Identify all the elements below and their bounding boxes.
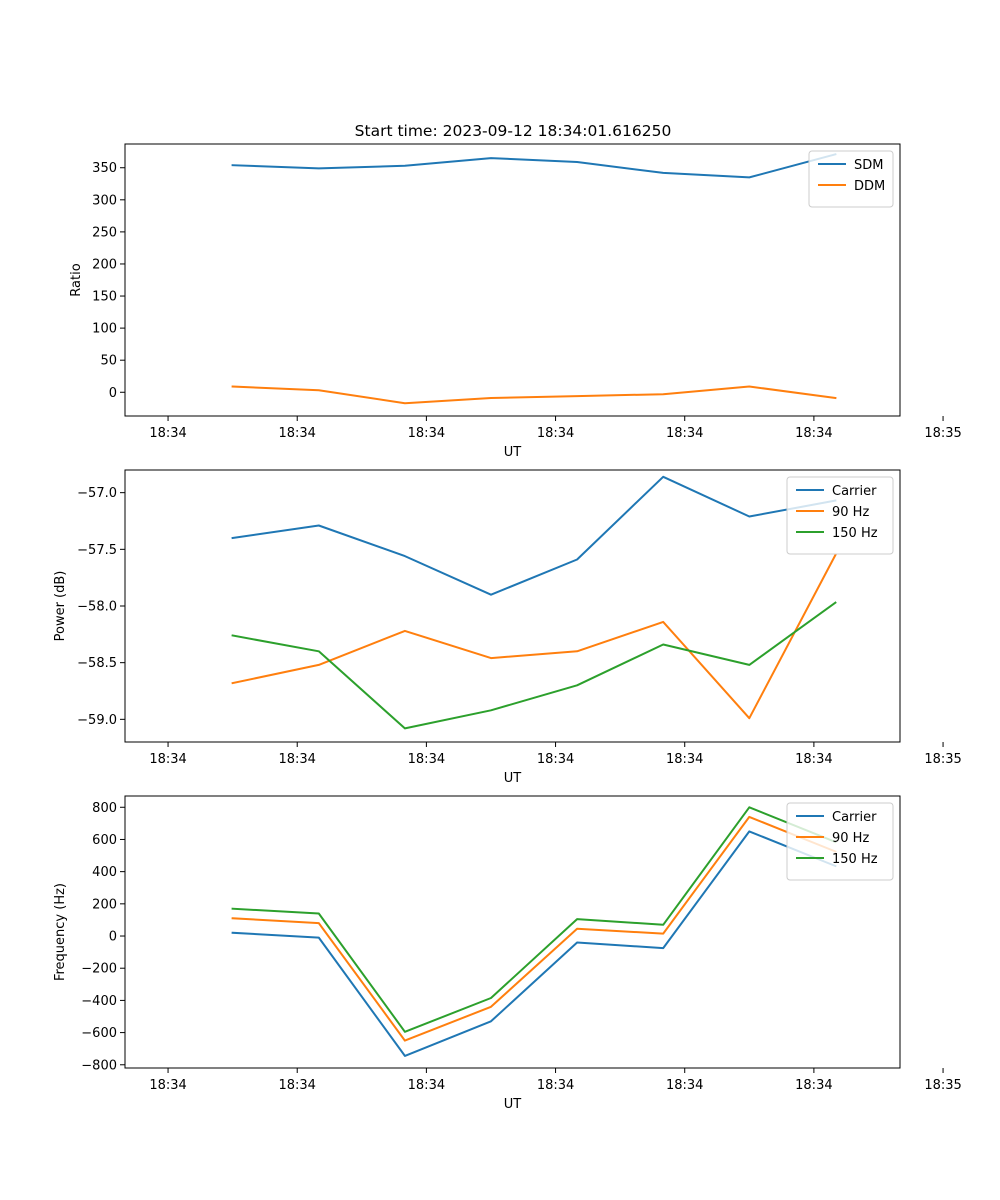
legend: SDM DDM <box>808 150 894 208</box>
x-tick-label: 18:35 <box>924 426 961 441</box>
x-tick-label: 18:34 <box>795 752 832 767</box>
plot-frame <box>124 143 901 417</box>
legend-label: 90 Hz <box>832 505 869 520</box>
y-tick-label: 50 <box>100 354 117 369</box>
y-tick-label: 600 <box>92 833 117 848</box>
x-tick-label: 18:34 <box>666 752 703 767</box>
y-tick-label: 100 <box>92 322 117 337</box>
y-tick-label: 0 <box>109 386 117 401</box>
y-tick-label: 800 <box>92 801 117 816</box>
x-tick-label: 18:34 <box>149 426 186 441</box>
legend-label: Carrier <box>832 810 877 825</box>
y-tick-label: −600 <box>81 1026 117 1041</box>
legend-box <box>786 476 894 555</box>
series-line-150-hz <box>231 601 837 730</box>
y-tick-label: −200 <box>81 962 117 977</box>
x-tick-label: 18:34 <box>795 426 832 441</box>
y-tick-label: 150 <box>92 290 117 305</box>
y-tick-label: 200 <box>92 257 117 272</box>
y-tick-label: −57.0 <box>77 486 117 501</box>
y-tick-label: 0 <box>109 930 117 945</box>
power-chart: 18:34 18:34 18:34 18:34 18:34 18:34 18:35 −59.0… <box>53 469 962 786</box>
y-tick-label: 200 <box>92 897 117 912</box>
legend-label: Carrier <box>832 484 877 499</box>
series-line-ddm <box>231 385 837 405</box>
x-tick-label: 18:34 <box>278 1078 315 1093</box>
x-tick-label: 18:34 <box>149 752 186 767</box>
legend: Carrier 90 Hz 150 Hz <box>786 476 894 555</box>
x-tick-label: 18:34 <box>278 752 315 767</box>
legend-label: DDM <box>854 179 885 194</box>
y-tick-label: −800 <box>81 1058 117 1073</box>
x-tick-label: 18:34 <box>278 426 315 441</box>
series-line-90-hz <box>231 815 837 1042</box>
x-tick-label: 18:34 <box>537 752 574 767</box>
series-line-sdm <box>231 153 837 179</box>
legend-label: SDM <box>854 158 883 173</box>
y-axis-label: Frequency (Hz) <box>53 883 68 981</box>
x-tick-label: 18:34 <box>408 426 445 441</box>
series-line-carrier <box>231 475 837 596</box>
ratio-chart: 18:34 18:34 18:34 18:34 18:34 18:34 18:35 0 50 10… <box>69 143 962 460</box>
series-line-90-hz <box>231 553 837 720</box>
y-tick-label: −400 <box>81 994 117 1009</box>
legend-box <box>786 802 894 881</box>
y-axis-label: Power (dB) <box>53 571 68 642</box>
y-tick-label: −58.0 <box>77 600 117 615</box>
y-tick-label: −57.5 <box>77 543 117 558</box>
x-tick-label: 18:34 <box>149 1078 186 1093</box>
series-line-150-hz <box>231 806 837 1033</box>
y-tick-label: −58.5 <box>77 656 117 671</box>
legend: Carrier 90 Hz 150 Hz <box>786 802 894 881</box>
x-tick-label: 18:34 <box>666 1078 703 1093</box>
frequency-chart: 18:34 18:34 18:34 18:34 18:34 18:34 18:35 −800 −… <box>53 795 962 1112</box>
x-tick-label: 18:35 <box>924 752 961 767</box>
x-tick-label: 18:34 <box>666 426 703 441</box>
y-tick-label: 350 <box>92 161 117 176</box>
legend-label: 150 Hz <box>832 852 878 867</box>
legend-label: 90 Hz <box>832 831 869 846</box>
x-tick-label: 18:34 <box>795 1078 832 1093</box>
x-axis-label: UT <box>504 445 522 460</box>
plot-frame <box>124 795 901 1069</box>
figure-title: Start time: 2023-09-12 18:34:01.616250 <box>355 122 672 140</box>
y-tick-label: 300 <box>92 193 117 208</box>
x-tick-label: 18:34 <box>408 1078 445 1093</box>
y-axis-label: Ratio <box>69 263 84 296</box>
x-tick-label: 18:35 <box>924 1078 961 1093</box>
series-line-carrier <box>231 830 837 1057</box>
y-tick-label: −59.0 <box>77 713 117 728</box>
y-tick-label: 400 <box>92 865 117 880</box>
x-tick-label: 18:34 <box>537 1078 574 1093</box>
x-axis-label: UT <box>504 771 522 786</box>
legend-label: 150 Hz <box>832 526 878 541</box>
x-tick-label: 18:34 <box>408 752 445 767</box>
y-tick-label: 250 <box>92 225 117 240</box>
x-tick-label: 18:34 <box>537 426 574 441</box>
x-axis-label: UT <box>504 1097 522 1112</box>
